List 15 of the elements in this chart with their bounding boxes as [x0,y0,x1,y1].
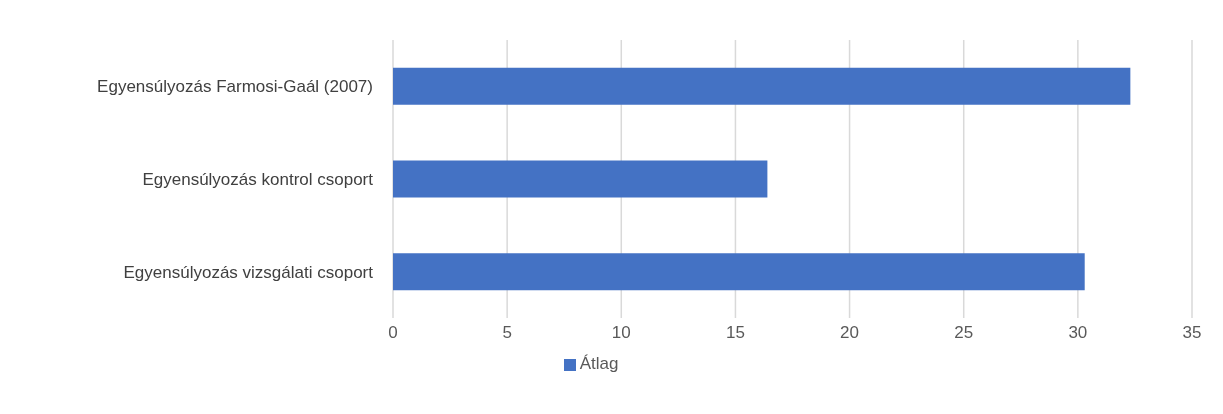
x-tick-label: 15 [725,323,745,343]
x-tick-label: 0 [388,323,398,343]
x-tick-label: 20 [840,323,860,343]
x-tick-label: 5 [502,323,512,343]
bar [393,160,768,198]
legend-label: Átlag [579,354,619,373]
x-tick-label: 25 [954,323,974,343]
y-tick-label: Egyensúlyozás Farmosi-Gaál (2007) [97,77,373,97]
y-tick-label: Egyensúlyozás vizsgálati csoport [123,262,374,282]
bar [393,253,1085,291]
x-tick-label: 30 [1068,323,1088,343]
x-tick-label: 35 [1182,323,1202,343]
y-tick-label: Egyensúlyozás kontrol csoport [142,170,374,190]
bar [393,67,1131,105]
x-tick-label: 10 [611,323,631,343]
